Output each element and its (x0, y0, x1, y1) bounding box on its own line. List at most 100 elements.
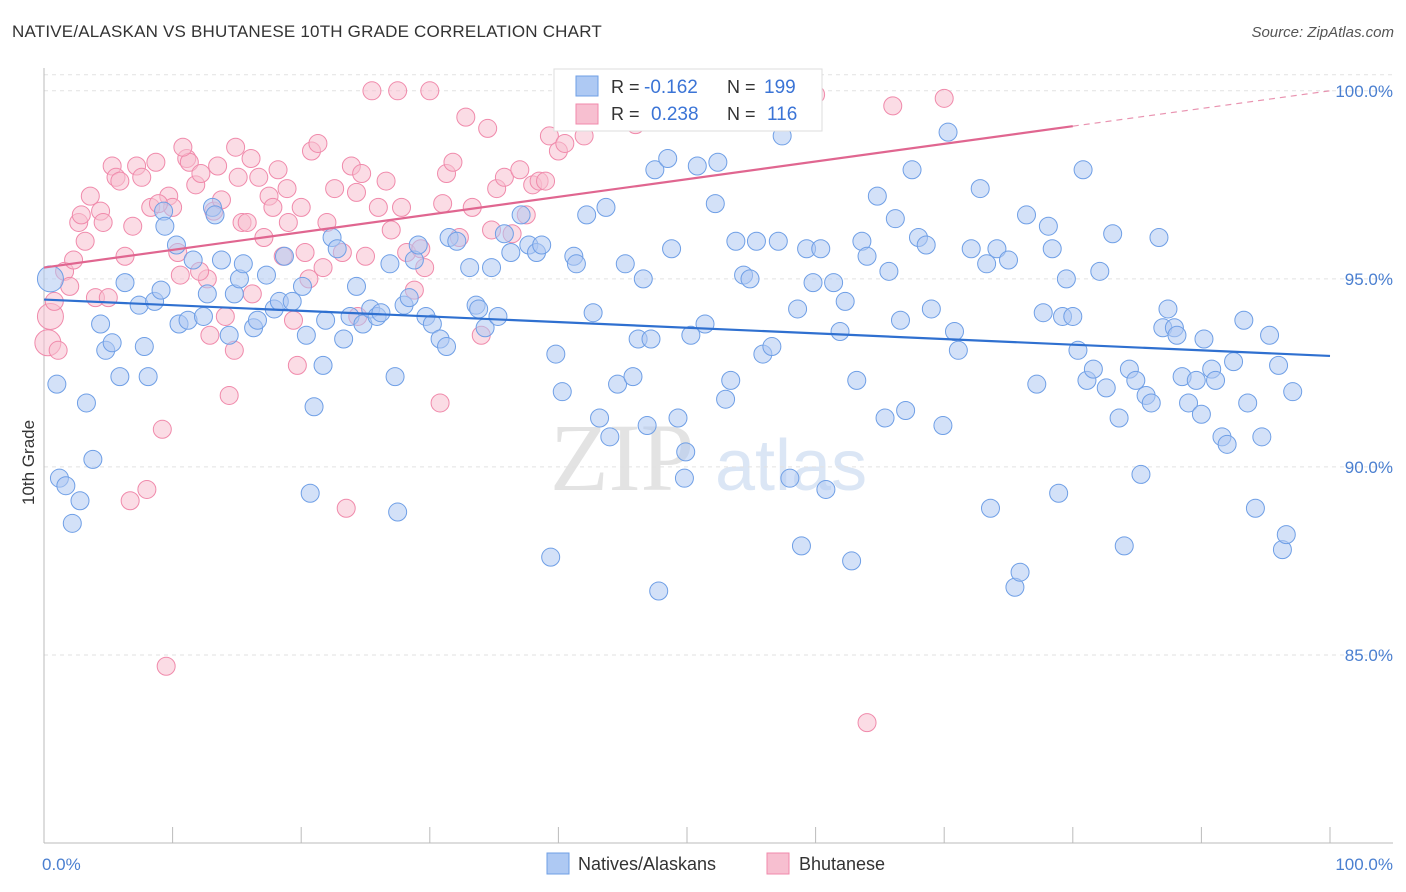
x-tick-label-min: 0.0% (42, 855, 81, 874)
data-point (249, 167, 269, 187)
data-point (241, 149, 261, 169)
data-point (705, 194, 725, 214)
data-point (847, 370, 867, 390)
data-point (1167, 325, 1187, 345)
data-point (511, 205, 531, 225)
data-point (980, 498, 1000, 518)
data-point (313, 355, 333, 375)
data-point (478, 118, 498, 138)
trend-line-extension (1072, 90, 1331, 127)
data-point (1042, 239, 1062, 259)
y-tick-label: 90.0% (1345, 458, 1393, 477)
data-point (933, 416, 953, 436)
data-point (803, 273, 823, 293)
data-point (708, 152, 728, 172)
data-point (788, 299, 808, 319)
data-point (1252, 427, 1272, 447)
chart-source: Source: ZipAtlas.com (1251, 24, 1394, 41)
data-point (662, 239, 682, 259)
data-point (890, 310, 910, 330)
data-point (155, 216, 175, 236)
data-point (75, 231, 95, 251)
data-point (183, 250, 203, 270)
data-point (71, 205, 91, 225)
data-point (228, 167, 248, 187)
data-point (226, 137, 246, 157)
data-point (83, 449, 103, 469)
data-point (740, 269, 760, 289)
data-point (1083, 359, 1103, 379)
data-point (1063, 306, 1083, 326)
data-point (170, 265, 190, 285)
data-point (316, 310, 336, 330)
data-point (295, 243, 315, 263)
data-point (1206, 370, 1226, 390)
data-point (970, 179, 990, 199)
data-point (566, 254, 586, 274)
data-point (1010, 562, 1030, 582)
data-point (857, 713, 877, 733)
data-point (977, 254, 997, 274)
data-point (80, 186, 100, 206)
data-point (1114, 536, 1134, 556)
data-point (76, 393, 96, 413)
data-point (327, 239, 347, 259)
data-point (325, 179, 345, 199)
data-point (356, 246, 375, 266)
y-axis-label: 10th Grade (19, 420, 38, 505)
data-point (883, 96, 903, 116)
data-point (1269, 355, 1289, 375)
data-point (146, 152, 166, 172)
data-point (555, 133, 575, 153)
data-point (193, 306, 213, 326)
data-point (633, 269, 653, 289)
data-point (623, 367, 643, 387)
data-point (532, 235, 552, 255)
data-point (811, 239, 831, 259)
data-point (921, 299, 941, 319)
data-point (385, 367, 405, 387)
data-point (1131, 464, 1151, 484)
data-point (277, 179, 297, 199)
series-bhutanese-points (34, 81, 954, 733)
data-point (98, 288, 118, 308)
data-point (346, 182, 366, 202)
data-point (381, 220, 401, 240)
data-point (36, 265, 64, 293)
data-point (1149, 227, 1169, 247)
data-point (430, 393, 450, 413)
y-tick-label: 95.0% (1345, 270, 1393, 289)
data-point (510, 160, 530, 180)
data-point (399, 288, 419, 308)
data-point (687, 156, 707, 176)
data-point (48, 340, 68, 360)
data-point (115, 273, 135, 293)
data-point (1103, 224, 1123, 244)
watermark-atlas: atlas (715, 426, 867, 506)
data-point (1245, 498, 1265, 518)
data-point (447, 231, 467, 251)
data-point (408, 235, 428, 255)
stats-box-frame (553, 68, 823, 132)
data-point (674, 468, 694, 488)
data-point (1179, 393, 1199, 413)
data-point (313, 258, 333, 278)
data-point (676, 442, 696, 462)
data-point (300, 483, 320, 503)
data-point (380, 254, 400, 274)
data-point (583, 303, 603, 323)
data-point (388, 502, 408, 522)
data-point (93, 212, 113, 232)
data-point (1017, 205, 1037, 225)
data-point (219, 325, 239, 345)
legend-swatch-bhutanese (766, 852, 790, 875)
data-point (208, 156, 228, 176)
data-point (1038, 216, 1058, 236)
trend-line (43, 125, 1073, 269)
data-point (62, 513, 82, 533)
y-tick-label: 100.0% (1335, 82, 1393, 101)
data-point (376, 171, 396, 191)
data-point (91, 314, 111, 334)
data-point (443, 152, 463, 172)
data-point (1049, 483, 1069, 503)
